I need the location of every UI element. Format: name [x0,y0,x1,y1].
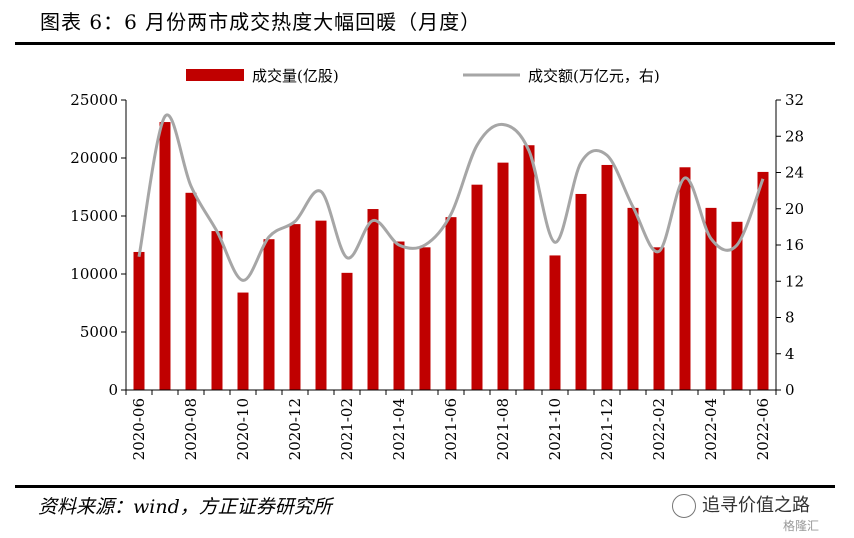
y-right-tick-label: 32 [785,91,804,109]
y-left-tick-label: 5000 [80,323,118,341]
bar [549,255,561,390]
watermark: 追寻价值之路 [672,491,810,518]
bar [601,164,613,390]
bar [471,184,483,390]
bar [211,231,223,390]
y-right-tick-label: 12 [785,272,804,290]
bar [497,162,509,390]
y-right-tick-label: 8 [785,309,795,327]
footer-rule [15,485,835,488]
x-tick-label: 2020-12 [286,398,304,460]
bar [523,145,535,390]
bar [263,239,275,390]
y-left-tick-label: 20000 [70,149,118,167]
bar [445,217,457,390]
bar [237,292,249,390]
y-right-tick-label: 28 [785,127,804,145]
bar [393,241,405,390]
bar [315,220,327,390]
x-tick-label: 2020-10 [234,398,252,460]
title-rule [15,42,835,45]
x-tick-label: 2022-02 [650,398,668,460]
chart-title: 图表 6：6 月份两市成交热度大幅回暖（月度） [40,10,482,34]
bar [367,209,379,390]
y-left-tick-label: 0 [108,381,118,399]
bar [185,192,197,390]
bar [419,247,431,390]
x-tick-label: 2021-06 [442,398,460,460]
x-tick-label: 2020-06 [130,398,148,460]
source-note: 资料来源：wind，方正证券研究所 [38,496,332,518]
x-tick-label: 2020-08 [182,398,200,460]
y-left-tick-label: 25000 [70,91,118,109]
legend-label-amount: 成交额(万亿元，右) [528,67,660,85]
bar [653,247,665,390]
bar [757,171,769,390]
y-left-tick-label: 15000 [70,207,118,225]
y-right-tick-label: 16 [785,236,804,254]
series-line-amount [137,113,765,282]
bar [627,207,639,390]
y-right-tick-label: 20 [785,200,804,218]
x-tick-label: 2021-02 [338,398,356,460]
bar [289,224,301,390]
y-right-tick-label: 24 [785,164,804,182]
bar [341,272,353,390]
y-right-tick-label: 4 [785,345,795,363]
watermark-text: 追寻价值之路 [702,495,810,516]
x-tick-label: 2021-08 [494,398,512,460]
bar [705,207,717,390]
watermark-sub: 格隆汇 [783,519,820,533]
y-left-tick-label: 10000 [70,265,118,283]
y-right-tick-label: 0 [785,381,795,399]
x-tick-label: 2022-06 [754,398,772,460]
x-tick-label: 2021-12 [598,398,616,460]
legend-label-volume: 成交量(亿股) [252,67,339,85]
bar [133,251,145,390]
bar [679,167,691,390]
legend-swatch-volume [186,69,244,81]
wechat-icon [672,494,696,518]
x-tick-label: 2022-04 [702,398,720,460]
bar [731,221,743,390]
bar [159,122,171,390]
x-tick-label: 2021-10 [546,398,564,460]
x-tick-label: 2021-04 [390,398,408,460]
bar [575,193,587,390]
